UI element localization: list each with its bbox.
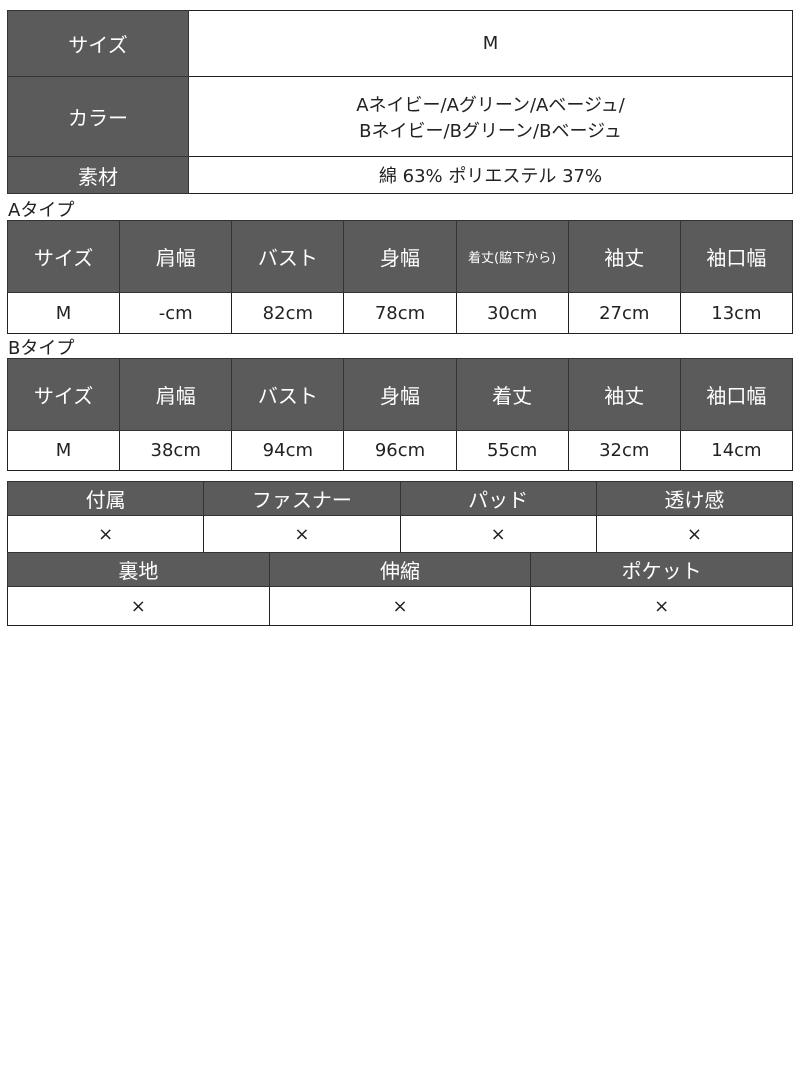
color-value: Aネイビー/Aグリーン/Aベージュ/Bネイビー/Bグリーン/Bベージュ xyxy=(188,76,793,157)
header-cell: 袖丈 xyxy=(567,220,681,293)
header-cell: 袖口幅 xyxy=(679,358,794,431)
cell: -cm xyxy=(119,292,233,334)
color-label: カラー xyxy=(7,76,189,157)
header-cell: 肩幅 xyxy=(119,358,233,431)
features-table-2: 裏地 伸縮 ポケット × × × xyxy=(7,552,793,626)
cell: 30cm xyxy=(455,292,569,334)
features-table-1: 付属 ファスナー パッド 透け感 × × × × xyxy=(6,481,794,553)
type-b-size-table: サイズ 肩幅 バスト 身幅 着丈 袖丈 袖口幅 M 38cm 94cm 96cm… xyxy=(6,358,794,471)
header-cell: 袖口幅 xyxy=(679,220,794,293)
table-row: M -cm 82cm 78cm 30cm 27cm 13cm xyxy=(6,292,794,334)
basic-info-table: サイズ M カラー Aネイビー/Aグリーン/Aベージュ/Bネイビー/Bグリーン/B… xyxy=(7,10,793,194)
cell: × xyxy=(203,515,401,553)
cell: × xyxy=(268,586,532,626)
header-cell: バスト xyxy=(231,220,345,293)
type-a-size-table: サイズ 肩幅 バスト 身幅 着丈(脇下から) 袖丈 袖口幅 M -cm 82cm… xyxy=(6,220,794,334)
header-cell: 袖丈 xyxy=(567,358,681,431)
cell: 55cm xyxy=(455,430,569,471)
cell: M xyxy=(6,430,121,471)
size-label: サイズ xyxy=(7,10,189,77)
color-line: Aネイビー/Aグリーン/Aベージュ/ xyxy=(356,94,625,116)
table-row: M 38cm 94cm 96cm 55cm 32cm 14cm xyxy=(6,430,794,471)
cell: × xyxy=(7,586,270,626)
header-cell: サイズ xyxy=(6,358,121,431)
header-row: サイズ 肩幅 バスト 身幅 着丈(脇下から) 袖丈 袖口幅 xyxy=(6,220,794,293)
cell: 96cm xyxy=(343,430,457,471)
cell: 82cm xyxy=(231,292,345,334)
header-cell: ポケット xyxy=(530,552,793,587)
cell: 13cm xyxy=(679,292,794,334)
cell: × xyxy=(595,515,794,553)
header-cell: バスト xyxy=(231,358,345,431)
header-row: サイズ 肩幅 バスト 身幅 着丈 袖丈 袖口幅 xyxy=(6,358,794,431)
cell: M xyxy=(6,292,121,334)
cell: 38cm xyxy=(119,430,233,471)
header-cell: 裏地 xyxy=(7,552,270,587)
type-a-title: Aタイプ xyxy=(8,200,75,221)
cell: 27cm xyxy=(567,292,681,334)
cell: × xyxy=(6,515,205,553)
header-cell: 着丈(脇下から) xyxy=(455,220,569,293)
header-cell: 付属 xyxy=(6,481,205,516)
header-cell: 身幅 xyxy=(343,358,457,431)
material-label: 素材 xyxy=(7,156,189,194)
cell: 78cm xyxy=(343,292,457,334)
header-cell: 透け感 xyxy=(595,481,794,516)
cell: × xyxy=(399,515,597,553)
type-b-title: Bタイプ xyxy=(8,338,75,359)
color-line: Bネイビー/Bグリーン/Bベージュ xyxy=(359,120,622,142)
cell: 94cm xyxy=(231,430,345,471)
header-cell: 肩幅 xyxy=(119,220,233,293)
header-cell: サイズ xyxy=(6,220,121,293)
cell: × xyxy=(530,586,793,626)
header-cell: 着丈 xyxy=(455,358,569,431)
header-cell: 伸縮 xyxy=(268,552,532,587)
cell: 14cm xyxy=(679,430,794,471)
header-cell: ファスナー xyxy=(203,481,401,516)
size-value: M xyxy=(188,10,793,77)
material-value: 綿 63% ポリエステル 37% xyxy=(188,156,793,194)
cell: 32cm xyxy=(567,430,681,471)
header-cell: 身幅 xyxy=(343,220,457,293)
header-cell: パッド xyxy=(399,481,597,516)
